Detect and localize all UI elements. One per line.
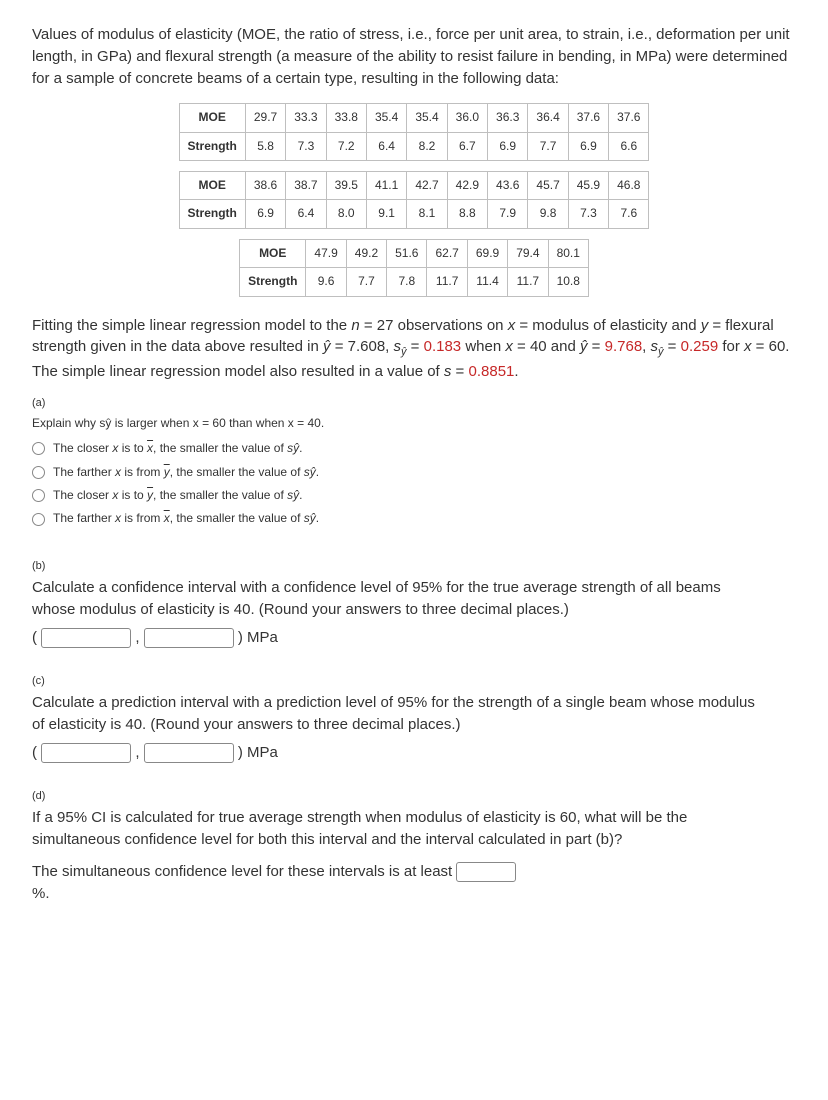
- part-d-text: If a 95% CI is calculated for true avera…: [32, 807, 766, 851]
- cell: 10.8: [548, 268, 588, 296]
- cell: 9.1: [366, 200, 406, 228]
- fitting-paragraph: Fitting the simple linear regression mod…: [32, 315, 796, 383]
- cell: 9.6: [306, 268, 346, 296]
- part-d: (d) If a 95% CI is calculated for true a…: [32, 786, 796, 905]
- cell: 43.6: [488, 172, 528, 200]
- cell: 36.0: [447, 104, 487, 132]
- part-c-label: (c): [32, 671, 58, 690]
- cell: 41.1: [366, 172, 406, 200]
- data-table-3: MOE 47.949.251.662.769.979.480.1 Strengt…: [239, 239, 589, 297]
- ci-lower-input[interactable]: [41, 628, 131, 648]
- cell: 6.6: [609, 132, 649, 160]
- part-d-answer-suffix: %.: [32, 883, 766, 905]
- radio-icon[interactable]: [32, 513, 45, 526]
- option-3[interactable]: The closer x is to y, the smaller the va…: [32, 487, 766, 504]
- part-b-text: Calculate a confidence interval with a c…: [32, 577, 766, 621]
- part-a-question: Explain why sŷ is larger when x = 60 tha…: [32, 415, 766, 432]
- strength-label: Strength: [179, 132, 245, 160]
- part-c-text: Calculate a prediction interval with a p…: [32, 692, 766, 736]
- cell: 35.4: [407, 104, 447, 132]
- pi-lower-input[interactable]: [41, 743, 131, 763]
- part-d-label: (d): [32, 786, 58, 805]
- part-b-label: (b): [32, 556, 58, 575]
- cell: 62.7: [427, 239, 467, 267]
- cell: 7.3: [568, 200, 608, 228]
- cell: 8.0: [326, 200, 366, 228]
- option-2[interactable]: The farther x is from y, the smaller the…: [32, 464, 766, 481]
- pi-upper-input[interactable]: [144, 743, 234, 763]
- cell: 33.3: [286, 104, 326, 132]
- cell: 11.7: [427, 268, 467, 296]
- part-a: (a) Explain why sŷ is larger when x = 60…: [32, 393, 796, 534]
- cell: 37.6: [609, 104, 649, 132]
- cell: 7.7: [528, 132, 568, 160]
- data-table-1: MOE 29.733.333.835.435.436.036.336.437.6…: [179, 103, 650, 161]
- option-4[interactable]: The farther x is from x, the smaller the…: [32, 510, 766, 527]
- moe-label: MOE: [240, 239, 306, 267]
- cell: 11.7: [508, 268, 548, 296]
- cell: 36.3: [488, 104, 528, 132]
- cell: 7.9: [488, 200, 528, 228]
- cell: 7.3: [286, 132, 326, 160]
- cell: 49.2: [346, 239, 386, 267]
- cell: 47.9: [306, 239, 346, 267]
- cell: 46.8: [609, 172, 649, 200]
- radio-icon[interactable]: [32, 489, 45, 502]
- cell: 51.6: [387, 239, 427, 267]
- cell: 79.4: [508, 239, 548, 267]
- cell: 42.7: [407, 172, 447, 200]
- cell: 80.1: [548, 239, 588, 267]
- cell: 45.9: [568, 172, 608, 200]
- cell: 7.2: [326, 132, 366, 160]
- ci-upper-input[interactable]: [144, 628, 234, 648]
- cell: 5.8: [245, 132, 285, 160]
- strength-label: Strength: [179, 200, 245, 228]
- strength-label: Strength: [240, 268, 306, 296]
- cell: 6.7: [447, 132, 487, 160]
- part-b: (b) Calculate a confidence interval with…: [32, 556, 796, 649]
- intro-text: Values of modulus of elasticity (MOE, th…: [32, 24, 796, 89]
- moe-label: MOE: [179, 104, 245, 132]
- cell: 7.7: [346, 268, 386, 296]
- cell: 38.7: [286, 172, 326, 200]
- cell: 6.9: [245, 200, 285, 228]
- cell: 69.9: [467, 239, 507, 267]
- cell: 33.8: [326, 104, 366, 132]
- simultaneous-level-input[interactable]: [456, 862, 516, 882]
- cell: 36.4: [528, 104, 568, 132]
- radio-icon[interactable]: [32, 466, 45, 479]
- radio-icon[interactable]: [32, 442, 45, 455]
- cell: 6.9: [568, 132, 608, 160]
- cell: 9.8: [528, 200, 568, 228]
- cell: 37.6: [568, 104, 608, 132]
- part-a-label: (a): [32, 393, 58, 412]
- cell: 8.1: [407, 200, 447, 228]
- cell: 39.5: [326, 172, 366, 200]
- option-1[interactable]: The closer x is to x, the smaller the va…: [32, 440, 766, 457]
- cell: 7.8: [387, 268, 427, 296]
- cell: 45.7: [528, 172, 568, 200]
- cell: 42.9: [447, 172, 487, 200]
- cell: 6.4: [286, 200, 326, 228]
- cell: 7.6: [609, 200, 649, 228]
- moe-label: MOE: [179, 172, 245, 200]
- cell: 35.4: [366, 104, 406, 132]
- part-c: (c) Calculate a prediction interval with…: [32, 671, 796, 764]
- cell: 29.7: [245, 104, 285, 132]
- cell: 8.2: [407, 132, 447, 160]
- cell: 11.4: [467, 268, 507, 296]
- cell: 6.4: [366, 132, 406, 160]
- part-d-answer-prefix: The simultaneous confidence level for th…: [32, 863, 456, 880]
- data-tables: MOE 29.733.333.835.435.436.036.336.437.6…: [32, 103, 796, 296]
- data-table-2: MOE 38.638.739.541.142.742.943.645.745.9…: [179, 171, 650, 229]
- cell: 8.8: [447, 200, 487, 228]
- cell: 38.6: [245, 172, 285, 200]
- cell: 6.9: [488, 132, 528, 160]
